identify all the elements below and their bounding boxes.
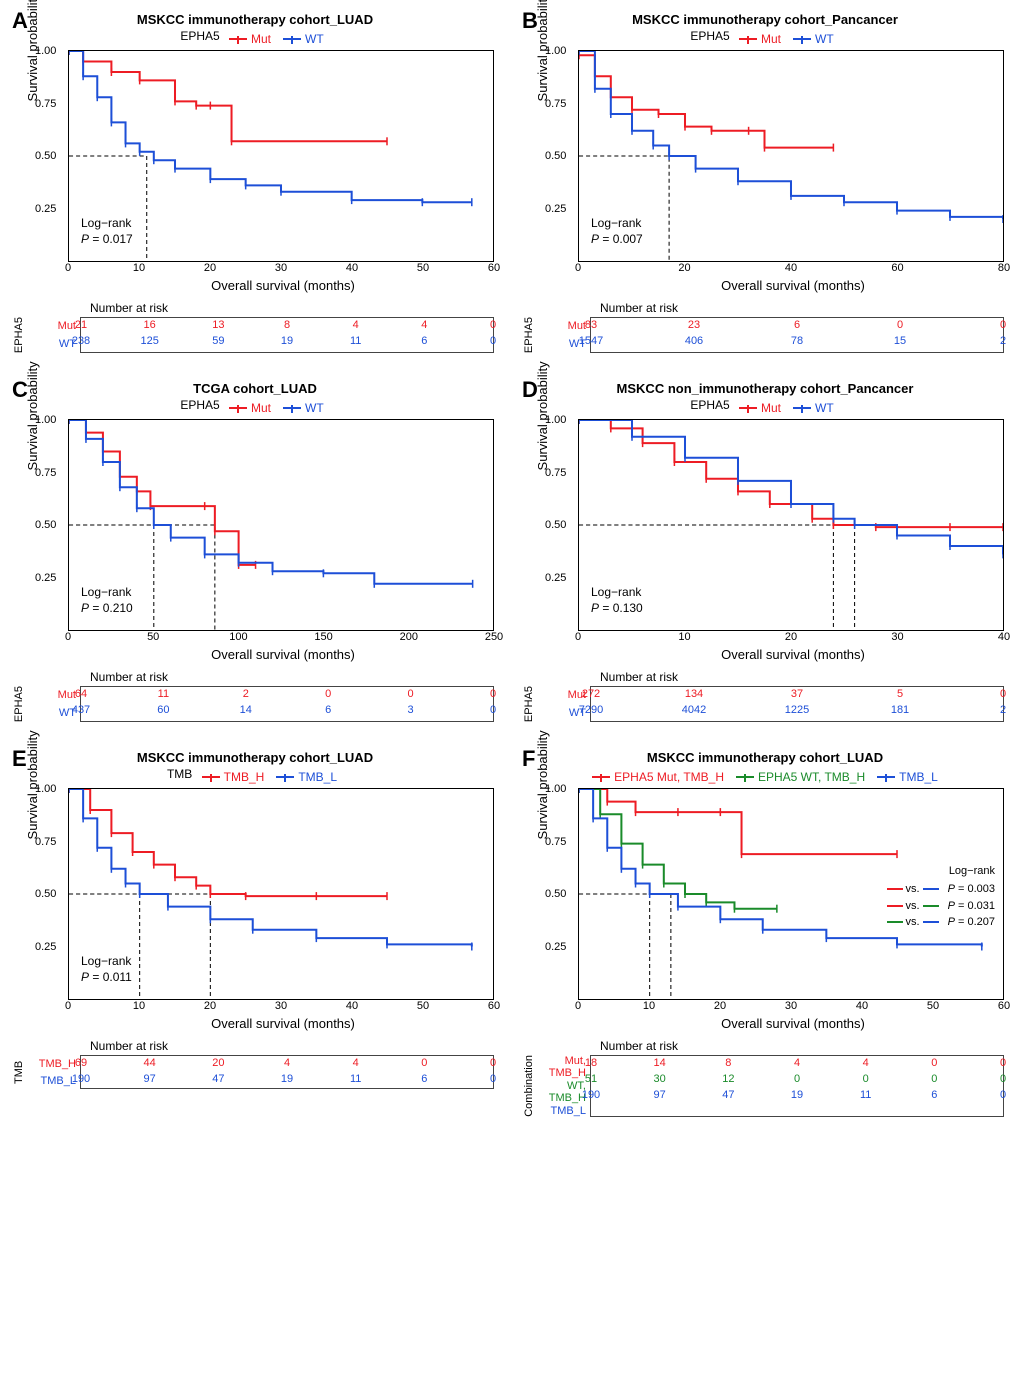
chart-title: MSKCC immunotherapy cohort_LUAD [12,750,498,765]
pairwise-row: vs. P = 0.003 [887,881,995,898]
risk-caption: Number at risk [90,670,498,684]
legend-series: Mut [229,32,271,46]
legend-title: TMB [167,767,192,781]
pairwise-legend: Log−rank vs. P = 0.003 vs. P = 0.031 vs.… [887,863,995,931]
chart-title: MSKCC immunotherapy cohort_Pancancer [522,12,1008,27]
legend-series: WT [283,401,324,415]
chart-title: MSKCC non_immunotherapy cohort_Pancancer [522,381,1008,396]
legend-series: TMB_H [202,770,265,784]
x-ticks: 0102030405060 [68,1000,494,1014]
chart-legend: TMB TMB_H TMB_L [12,767,498,784]
risk-table: EPHA5 MutWT 211613844023812559191160 [12,317,498,353]
legend-series: TMB_L [276,770,337,784]
risk-caption: Number at risk [600,1039,1008,1053]
pvalue-label: Log−rankP = 0.017 [81,215,133,247]
legend-title: EPHA5 [180,29,219,43]
risk-caption: Number at risk [90,1039,498,1053]
risk-side-label: EPHA5 [12,317,26,353]
x-axis-label: Overall survival (months) [578,1016,1008,1031]
risk-side-label: EPHA5 [522,686,536,722]
panel-A: A MSKCC immunotherapy cohort_LUAD EPHA5 … [12,12,498,353]
chart-legend: EPHA5 Mut WT [12,398,498,415]
chart-title: MSKCC immunotherapy cohort_LUAD [522,750,1008,765]
risk-table: EPHA5 MutWT 641120004376014630 [12,686,498,722]
x-ticks: 010203040 [578,631,1004,645]
chart-plot: Survival probability 0.250.500.751.00 Lo… [578,50,1004,262]
risk-table: TMB TMB_HTMB_L 69442044001909747191160 [12,1055,498,1089]
legend-title: EPHA5 [690,29,729,43]
risk-side-label: Combination [522,1055,536,1117]
x-ticks: 050100150200250 [68,631,494,645]
chart-legend: EPHA5 Mut, TMB_H EPHA5 WT, TMB_H TMB_L [522,767,1008,784]
pvalue-label: Log−rankP = 0.210 [81,584,133,616]
risk-table: Combination Mut, TMB_HWT, TMB_HTMB_L 181… [522,1055,1008,1117]
panel-C: C TCGA cohort_LUAD EPHA5 MutWT Survival … [12,381,498,722]
risk-table: EPHA5 MutWT 27213437507290404212251812 [522,686,1008,722]
chart-plot: Survival probability 0.250.500.751.00 Lo… [578,419,1004,631]
risk-caption: Number at risk [600,301,1008,315]
risk-row-labels: Mut, TMB_HWT, TMB_HTMB_L [538,1055,590,1117]
panel-B: B MSKCC immunotherapy cohort_Pancancer E… [522,12,1008,353]
panel-D: D MSKCC non_immunotherapy cohort_Pancanc… [522,381,1008,722]
pairwise-row: vs. P = 0.031 [887,898,995,915]
legend-series: Mut [739,401,781,415]
x-ticks: 020406080 [578,262,1004,276]
chart-title: TCGA cohort_LUAD [12,381,498,396]
x-ticks: 0102030405060 [578,1000,1004,1014]
x-ticks: 0102030405060 [68,262,494,276]
risk-side-label: EPHA5 [522,317,536,353]
pvalue-label: Log−rankP = 0.130 [591,584,643,616]
panel-F: F MSKCC immunotherapy cohort_LUAD EPHA5 … [522,750,1008,1117]
pvalue-label: Log−rankP = 0.007 [591,215,643,247]
legend-title: EPHA5 [180,398,219,412]
legend-series: EPHA5 Mut, TMB_H [592,770,724,784]
risk-table: EPHA5 MutWT 8323600154740678152 [522,317,1008,353]
pvalue-label: Log−rankP = 0.011 [81,953,132,985]
chart-plot: Survival probability 0.250.500.751.00 Lo… [68,419,494,631]
legend-series: WT [793,401,834,415]
chart-legend: EPHA5 Mut WT [522,29,1008,46]
pairwise-row: vs. P = 0.207 [887,914,995,931]
legend-series: Mut [229,401,271,415]
chart-title: MSKCC immunotherapy cohort_LUAD [12,12,498,27]
legend-series: Mut [739,32,781,46]
x-axis-label: Overall survival (months) [578,278,1008,293]
risk-caption: Number at risk [90,301,498,315]
risk-side-label: EPHA5 [12,686,26,722]
chart-plot: Survival probability 0.250.500.751.00 Lo… [68,788,494,1000]
legend-series: WT [793,32,834,46]
panel-letter: F [522,746,535,772]
chart-legend: EPHA5 Mut WT [12,29,498,46]
x-axis-label: Overall survival (months) [68,1016,498,1031]
legend-title: EPHA5 [690,398,729,412]
chart-legend: EPHA5 Mut WT [522,398,1008,415]
chart-plot: Survival probability 0.250.500.751.00 Lo… [578,788,1004,1000]
panel-E: E MSKCC immunotherapy cohort_LUAD TMB TM… [12,750,498,1117]
risk-caption: Number at risk [600,670,1008,684]
risk-side-label: TMB [12,1055,26,1089]
x-axis-label: Overall survival (months) [68,278,498,293]
x-axis-label: Overall survival (months) [68,647,498,662]
legend-series: TMB_L [877,770,938,784]
chart-plot: Survival probability 0.250.500.751.00 Lo… [68,50,494,262]
legend-series: WT [283,32,324,46]
legend-series: EPHA5 WT, TMB_H [736,770,865,784]
x-axis-label: Overall survival (months) [578,647,1008,662]
